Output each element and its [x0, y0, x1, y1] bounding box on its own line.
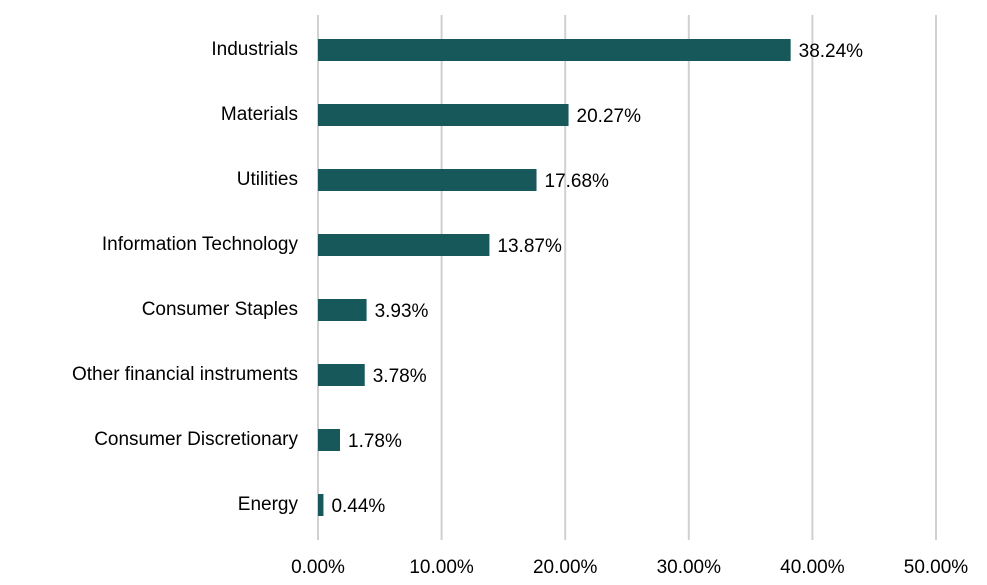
y-tick-label: Energy [238, 494, 299, 515]
bar [318, 429, 341, 451]
bar [318, 39, 791, 61]
y-tick-label: Industrials [211, 39, 298, 60]
y-tick-label: Consumer Discretionary [94, 429, 298, 450]
bar [318, 104, 569, 126]
data-label: 0.44% [331, 496, 385, 517]
data-label: 20.27% [577, 106, 642, 127]
bar [318, 364, 365, 386]
x-tick-label: 50.00% [904, 557, 969, 578]
y-tick-label: Information Technology [102, 234, 299, 255]
data-label: 3.78% [373, 366, 427, 387]
x-tick-label: 30.00% [657, 557, 722, 578]
y-tick-label: Materials [221, 104, 298, 125]
y-tick-label: Utilities [237, 169, 298, 190]
bar [318, 169, 537, 191]
x-tick-label: 20.00% [533, 557, 598, 578]
data-label: 17.68% [545, 171, 610, 192]
bar [318, 494, 324, 516]
data-label: 1.78% [348, 431, 402, 452]
data-label: 13.87% [497, 236, 562, 257]
data-label: 3.93% [375, 301, 429, 322]
x-tick-label: 40.00% [780, 557, 845, 578]
bar [318, 234, 490, 256]
y-tick-label: Consumer Staples [142, 299, 298, 320]
data-label: 38.24% [799, 41, 864, 62]
x-tick-label: 0.00% [291, 557, 345, 578]
bar [318, 299, 367, 321]
x-tick-label: 10.00% [409, 557, 474, 578]
y-tick-label: Other financial instruments [72, 364, 298, 385]
